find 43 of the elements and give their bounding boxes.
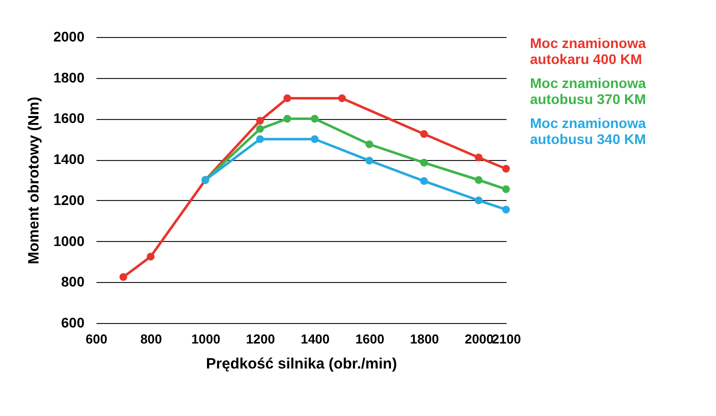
- point: [502, 164, 510, 173]
- point: [310, 114, 319, 123]
- x-tick-label: 1800: [410, 332, 439, 346]
- point: [119, 273, 128, 281]
- y-tick-label: 1600: [53, 110, 85, 126]
- x-tick-label: 600: [86, 332, 108, 346]
- y-tick-label: 1200: [53, 192, 85, 208]
- x-tick-label: 800: [140, 332, 162, 346]
- point: [474, 176, 483, 184]
- x-tick-label: 1000: [191, 332, 220, 346]
- point: [256, 135, 264, 144]
- x-axis-title: Prędkość silnika (obr./min): [206, 356, 397, 372]
- y-tick-label: 1000: [53, 232, 85, 249]
- point: [365, 140, 374, 148]
- text: Moc znamionowa autokaru 400 KM: [530, 35, 646, 67]
- point: [365, 156, 374, 164]
- point: [420, 130, 428, 138]
- y-axis-title: Moment obrotowy (Nm): [25, 96, 42, 264]
- point: [256, 125, 264, 133]
- y-tick-label: 1800: [53, 69, 85, 86]
- point: [283, 114, 292, 123]
- point: [420, 177, 428, 185]
- point: [420, 158, 428, 166]
- y-tick-label: 1400: [53, 151, 85, 168]
- x-tick-label: 2100: [492, 332, 521, 346]
- point: [256, 116, 264, 125]
- point: [474, 196, 483, 204]
- point: [310, 135, 319, 144]
- x-tick-label: 2000: [464, 332, 494, 346]
- x-tick-label: 1200: [246, 332, 275, 346]
- y-tick-label: 800: [61, 274, 85, 290]
- point: [502, 185, 510, 194]
- text: Moc znamionowa autobusu 340 KM: [530, 115, 646, 147]
- point: [146, 252, 155, 260]
- x-tick-label: 1400: [300, 332, 330, 346]
- point: [474, 154, 483, 162]
- text: Moc znamionowa autobusu 370 KM: [530, 75, 646, 107]
- point: [283, 94, 292, 102]
- x-tick-label: 1600: [355, 332, 384, 346]
- point: [502, 206, 510, 214]
- point: [338, 94, 346, 102]
- y-tick-label: 600: [61, 314, 85, 330]
- y-tick-label: 2000: [53, 28, 85, 44]
